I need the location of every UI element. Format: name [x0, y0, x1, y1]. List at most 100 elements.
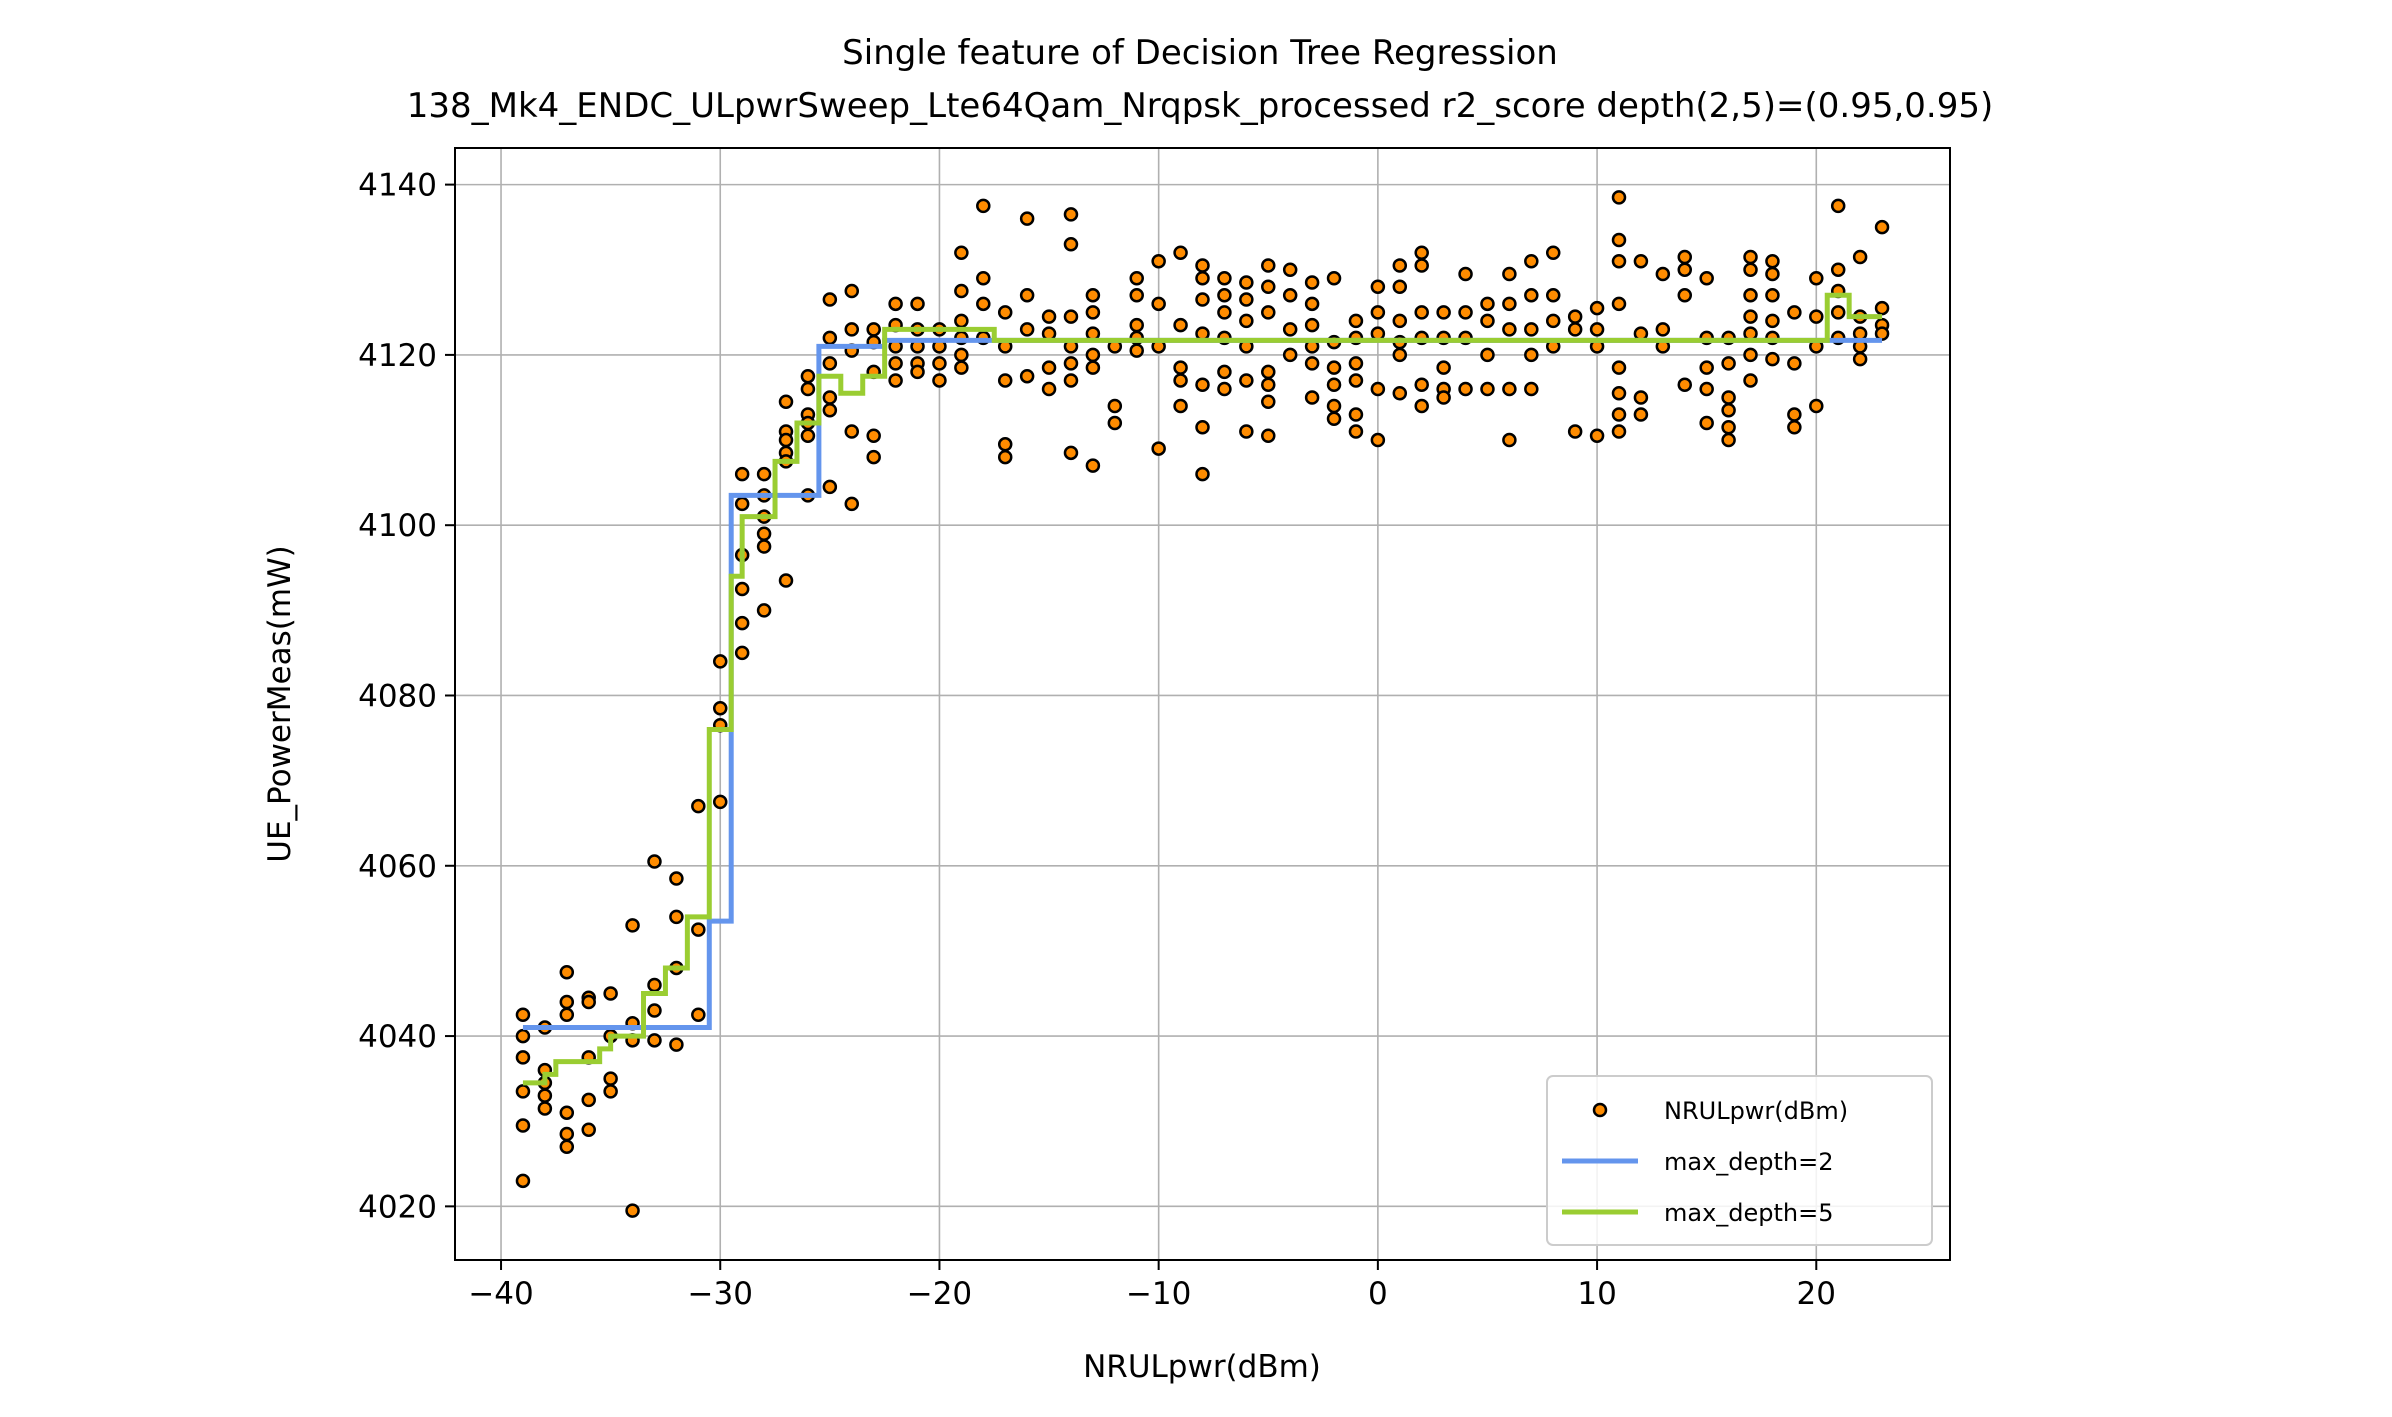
- data-point: [1524, 288, 1539, 303]
- data-point: [1041, 360, 1057, 375]
- data-point: [1611, 253, 1627, 269]
- data-point: [1567, 424, 1583, 439]
- data-point: [822, 356, 838, 371]
- data-point: [997, 437, 1013, 452]
- data-point: [1348, 407, 1364, 422]
- data-point: [1282, 288, 1298, 303]
- data-point: [1809, 398, 1824, 414]
- data-point: [1765, 313, 1780, 329]
- data-point: [1787, 420, 1802, 435]
- data-point: [1129, 317, 1144, 333]
- data-point: [1304, 296, 1320, 312]
- data-point: [1304, 275, 1320, 290]
- data-point: [1655, 266, 1671, 282]
- data-point: [1874, 326, 1890, 341]
- data-point: [1063, 207, 1079, 222]
- data-point: [1261, 305, 1276, 320]
- data-point: [1633, 326, 1649, 341]
- data-point: [691, 798, 706, 814]
- data-point: [515, 1173, 531, 1189]
- data-point: [1085, 360, 1101, 375]
- data-point: [559, 1007, 575, 1023]
- step-line-depth5: [522, 292, 1883, 1086]
- data-point: [1677, 249, 1693, 265]
- data-point: [844, 424, 860, 439]
- data-point: [1063, 373, 1079, 388]
- legend-label-depth5: max_depth=5: [1664, 1199, 1834, 1227]
- data-point: [647, 1033, 662, 1048]
- data-point: [997, 373, 1013, 388]
- data-point: [1239, 275, 1254, 290]
- data-point: [647, 854, 662, 869]
- data-point: [1173, 398, 1188, 414]
- data-point: [1195, 258, 1210, 273]
- data-point: [1129, 288, 1144, 303]
- data-point: [1852, 326, 1868, 341]
- data-point: [1743, 309, 1758, 324]
- data-point: [1217, 288, 1232, 303]
- data-point: [1743, 347, 1758, 363]
- data-point: [778, 394, 794, 409]
- data-point: [1502, 266, 1517, 282]
- data-point: [1721, 390, 1736, 405]
- data-point: [515, 1084, 531, 1099]
- data-point: [822, 402, 838, 418]
- data-point: [647, 1003, 662, 1018]
- data-point: [625, 918, 640, 933]
- x-axis-label: NRULpwr(dBm): [1083, 1349, 1321, 1385]
- data-point: [1063, 236, 1079, 252]
- data-point: [1567, 322, 1583, 337]
- legend-label-scatter: NRULpwr(dBm): [1664, 1097, 1848, 1125]
- data-point: [1545, 313, 1561, 329]
- data-point: [954, 283, 969, 299]
- data-point: [1414, 377, 1429, 392]
- data-point: [1436, 360, 1451, 375]
- data-point: [844, 283, 860, 299]
- data-point: [1326, 271, 1342, 286]
- data-point: [1458, 305, 1473, 320]
- data-point: [1151, 296, 1166, 312]
- data-point: [1874, 300, 1890, 316]
- data-point: [1129, 343, 1144, 358]
- y-tick-label: 4140: [358, 168, 437, 204]
- data-point: [800, 368, 816, 384]
- data-point: [669, 871, 684, 886]
- data-point: [515, 1007, 531, 1023]
- data-point: [1195, 420, 1210, 435]
- data-point: [1721, 420, 1736, 435]
- data-point: [888, 296, 903, 312]
- data-point: [1874, 219, 1890, 235]
- data-point: [1809, 309, 1824, 324]
- plot-frame: [454, 147, 1951, 1261]
- data-point: [1787, 356, 1802, 371]
- data-point: [647, 977, 662, 993]
- data-point: [954, 313, 969, 329]
- data-point: [1239, 424, 1254, 439]
- data-point: [1326, 411, 1342, 427]
- data-point: [734, 615, 750, 631]
- y-tick-label: 4020: [358, 1189, 437, 1225]
- data-point: [1173, 373, 1188, 388]
- data-point: [1041, 309, 1057, 324]
- data-point: [1239, 292, 1254, 307]
- data-point: [888, 373, 903, 388]
- data-point: [822, 479, 838, 495]
- data-point: [778, 432, 794, 448]
- data-point: [1370, 381, 1386, 397]
- data-point: [1414, 258, 1429, 273]
- data-point: [1129, 271, 1144, 286]
- x-tick-label: 20: [1797, 1276, 1836, 1312]
- data-point: [1633, 390, 1649, 405]
- data-point: [1502, 432, 1517, 448]
- data-point: [1765, 253, 1780, 269]
- x-tick-label: −20: [907, 1276, 972, 1312]
- data-point: [1195, 377, 1210, 392]
- x-tick-label: 10: [1577, 1276, 1616, 1312]
- data-point: [515, 1118, 531, 1133]
- x-tick-label: −10: [1126, 1276, 1191, 1312]
- data-point: [1567, 309, 1583, 324]
- data-point: [822, 292, 838, 307]
- data-point: [1852, 351, 1868, 367]
- data-point: [1677, 377, 1693, 392]
